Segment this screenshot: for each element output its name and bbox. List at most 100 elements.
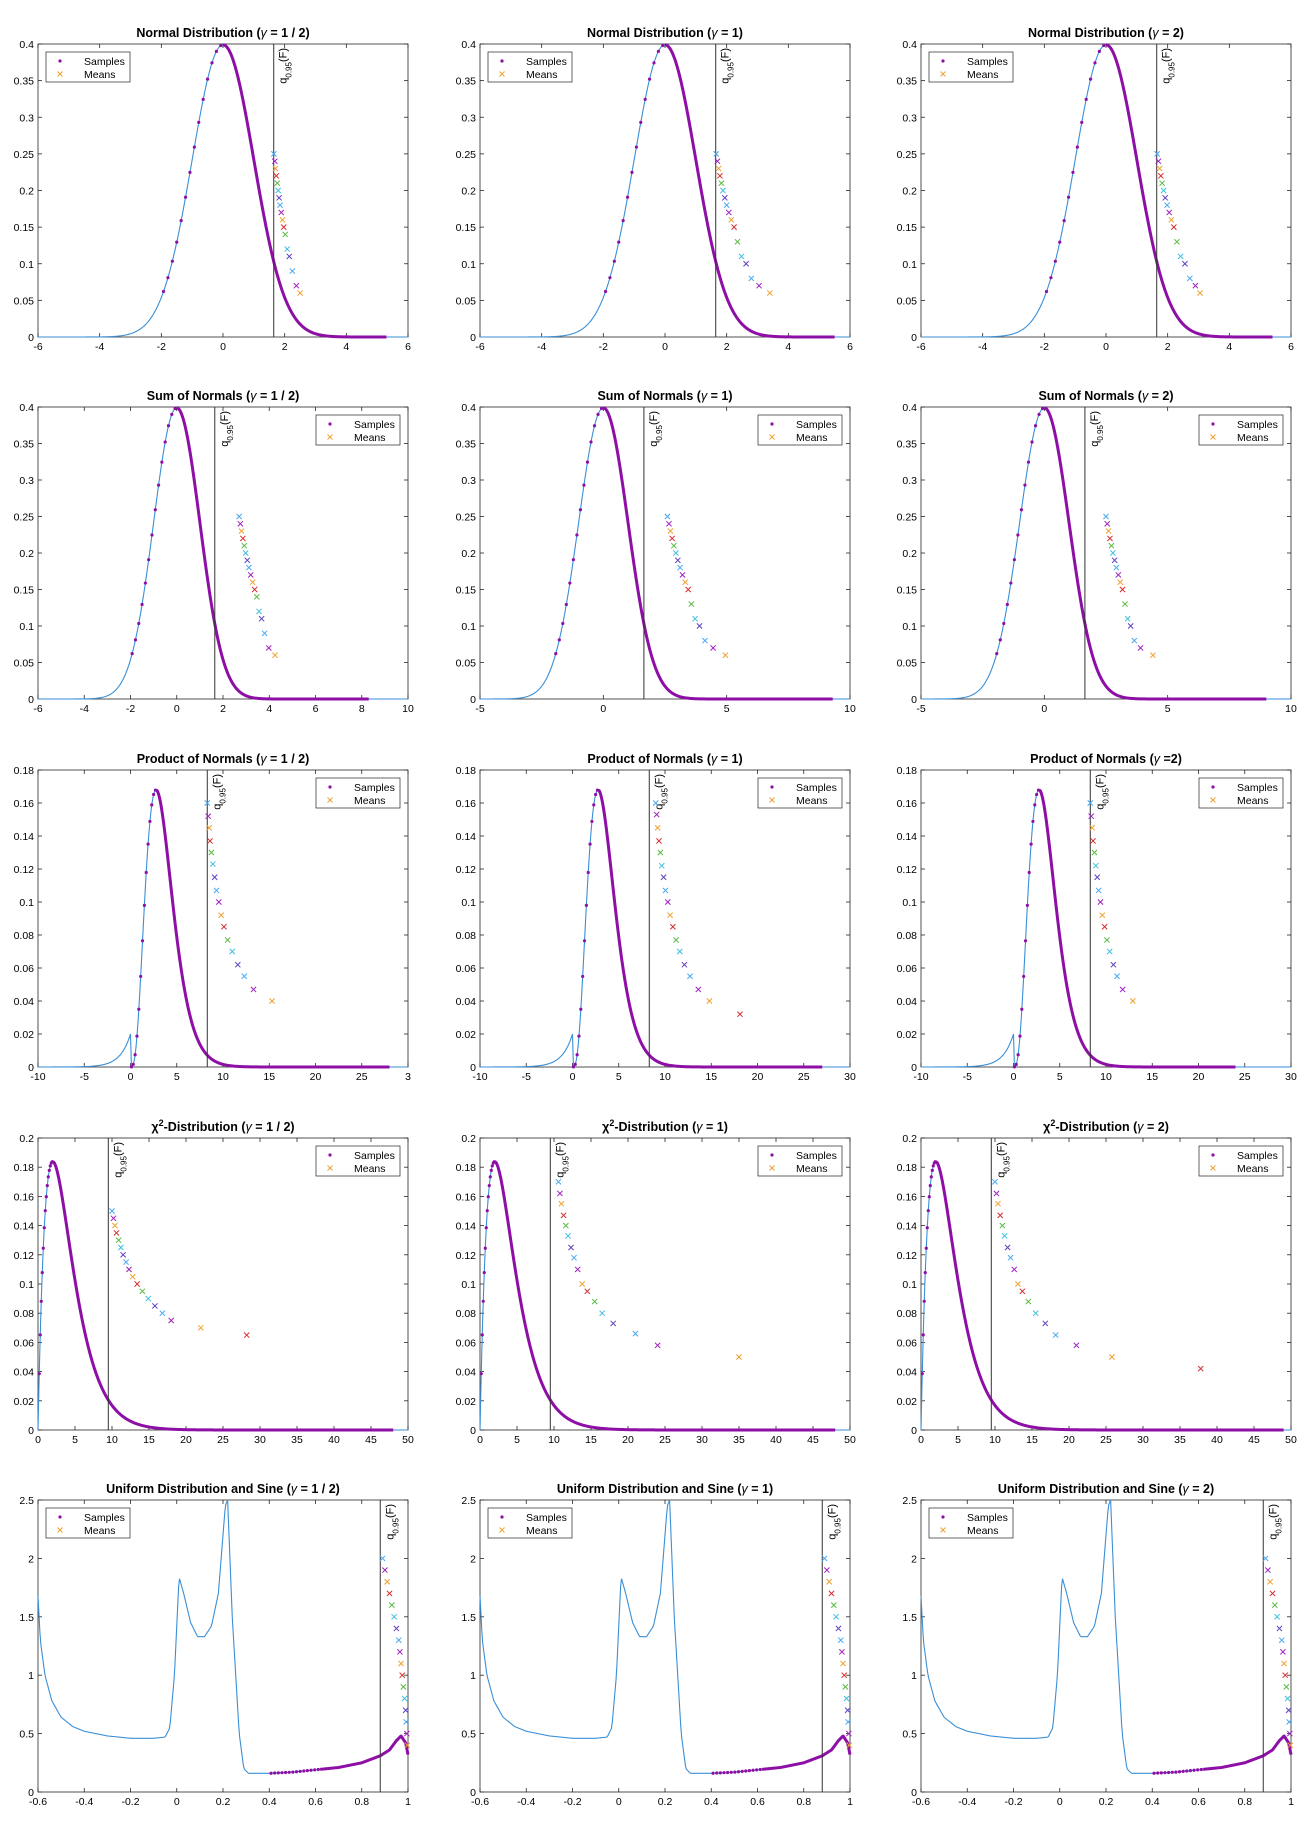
mean-marker xyxy=(830,1602,837,1609)
sample-point xyxy=(47,1168,51,1172)
sample-point xyxy=(718,1771,722,1775)
y-tick-label: 0.12 xyxy=(14,864,35,876)
quantile-label: q0.95(F) xyxy=(1094,774,1110,810)
x-tick-label: 5 xyxy=(724,703,730,715)
quantile-label: q0.95(F) xyxy=(826,1504,842,1540)
mean-marker xyxy=(241,542,248,549)
sample-point xyxy=(1066,195,1071,199)
sample-point xyxy=(747,1769,752,1773)
x-tick-label: 0 xyxy=(600,703,606,715)
mean-marker xyxy=(667,528,674,535)
x-tick-label: 0 xyxy=(616,1796,622,1808)
y-tick-label: 0.08 xyxy=(456,930,477,942)
sample-point xyxy=(1009,581,1013,585)
axes-box xyxy=(920,43,1292,338)
x-tick-label: -0.2 xyxy=(1004,1796,1022,1808)
mean-marker xyxy=(123,1259,130,1266)
mean-marker xyxy=(120,1251,127,1258)
x-tick-label: -2 xyxy=(599,341,608,353)
sample-point xyxy=(1037,412,1041,416)
x-tick-label: -5 xyxy=(522,1071,531,1083)
chart-panel-14: Uniform Distribution and Sine (γ = 1) -0.… xyxy=(461,1482,853,1808)
mean-marker xyxy=(584,1288,591,1295)
sample-point xyxy=(1031,819,1035,824)
mean-marker xyxy=(1117,579,1124,586)
sample-point xyxy=(578,508,583,512)
samples-trace xyxy=(1038,788,1236,1069)
y-tick-label: 0.2 xyxy=(19,1133,34,1145)
sample-point xyxy=(995,652,999,656)
y-tick-label: 0.5 xyxy=(902,1729,917,1741)
mean-marker xyxy=(239,535,246,542)
x-tick-label: 0 xyxy=(128,1071,134,1083)
sample-point xyxy=(43,1209,47,1213)
y-tick-label: 0.3 xyxy=(461,112,476,124)
sample-point xyxy=(726,1770,730,1775)
sample-point xyxy=(733,1770,737,1774)
chart-panel-4: Sum of Normals (γ = 1 / 2) -6 -4 -2 0 2 4 6 8 10 0… xyxy=(14,389,414,715)
axes-box xyxy=(479,1137,851,1431)
y-tick-label: 0.05 xyxy=(14,295,35,307)
mean-marker xyxy=(632,1330,639,1337)
y-tick-label: 0.02 xyxy=(897,1396,918,1408)
y-tick-label: 0.2 xyxy=(461,1133,476,1145)
legend-samples-label: Samples xyxy=(526,56,567,68)
x-tick-label: -10 xyxy=(913,1071,928,1083)
quantile-label: q0.95(F) xyxy=(648,411,664,447)
mean-marker xyxy=(272,652,278,659)
mean-marker xyxy=(1159,180,1166,187)
chart-panel-6: Sum of Normals (γ = 2)-5 0 5 1000.050.10.15… xyxy=(897,389,1297,715)
y-tick-label: 0.08 xyxy=(897,930,918,942)
mean-marker xyxy=(237,520,244,527)
sample-point xyxy=(625,195,630,199)
y-tick-label: 0 xyxy=(28,1787,34,1799)
mean-marker xyxy=(828,1590,835,1597)
legend-samples-label: Samples xyxy=(796,419,837,431)
sample-point xyxy=(1020,1007,1024,1011)
mean-marker xyxy=(1170,224,1177,231)
x-tick-label: 30 xyxy=(254,1434,266,1446)
y-tick-label: 0.12 xyxy=(456,864,477,876)
legend-samples-marker xyxy=(500,59,504,63)
x-tick-label: -10 xyxy=(472,1071,487,1083)
sample-point xyxy=(291,1770,295,1774)
x-tick-label: -6 xyxy=(475,341,484,353)
x-tick-label: 2 xyxy=(724,341,730,353)
sample-point xyxy=(205,77,210,81)
legend-means-label: Means xyxy=(354,795,386,807)
axes-box xyxy=(479,43,851,338)
sample-point xyxy=(1093,61,1097,65)
legend-means-label: Means xyxy=(967,69,999,81)
mean-marker xyxy=(833,1613,840,1620)
y-tick-label: 0.4 xyxy=(19,39,34,51)
mean-marker xyxy=(1099,912,1106,919)
legend-samples-label: Samples xyxy=(967,56,1008,68)
x-tick-label: 6 xyxy=(313,703,319,715)
sample-point xyxy=(931,1164,935,1168)
mean-marker xyxy=(579,1281,586,1287)
chart-title: Product of Normals (γ = 1 / 2) xyxy=(137,752,310,766)
chart-title: Sum of Normals (γ = 1 / 2) xyxy=(147,389,299,403)
x-tick-label: -0.6 xyxy=(471,1796,489,1808)
sample-point xyxy=(1026,460,1031,464)
mean-marker xyxy=(669,923,676,930)
x-tick-label: 10 xyxy=(844,703,856,715)
sample-point xyxy=(923,1270,927,1275)
mean-marker xyxy=(756,282,762,289)
mean-marker xyxy=(402,1707,409,1714)
sample-point xyxy=(568,581,572,585)
sample-point xyxy=(571,558,575,562)
axes-box xyxy=(37,769,409,1068)
sample-point xyxy=(1152,1771,1156,1775)
x-tick-label: -5 xyxy=(475,703,484,715)
sample-point xyxy=(744,1769,748,1773)
mean-marker xyxy=(207,837,214,844)
mean-marker xyxy=(115,1237,122,1244)
quantile-label: q0.95(F) xyxy=(219,411,235,447)
x-tick-label: 1 xyxy=(405,1796,411,1808)
x-tick-label: 6 xyxy=(405,341,411,353)
sample-point xyxy=(1016,1053,1020,1057)
mean-marker xyxy=(1286,1718,1293,1725)
